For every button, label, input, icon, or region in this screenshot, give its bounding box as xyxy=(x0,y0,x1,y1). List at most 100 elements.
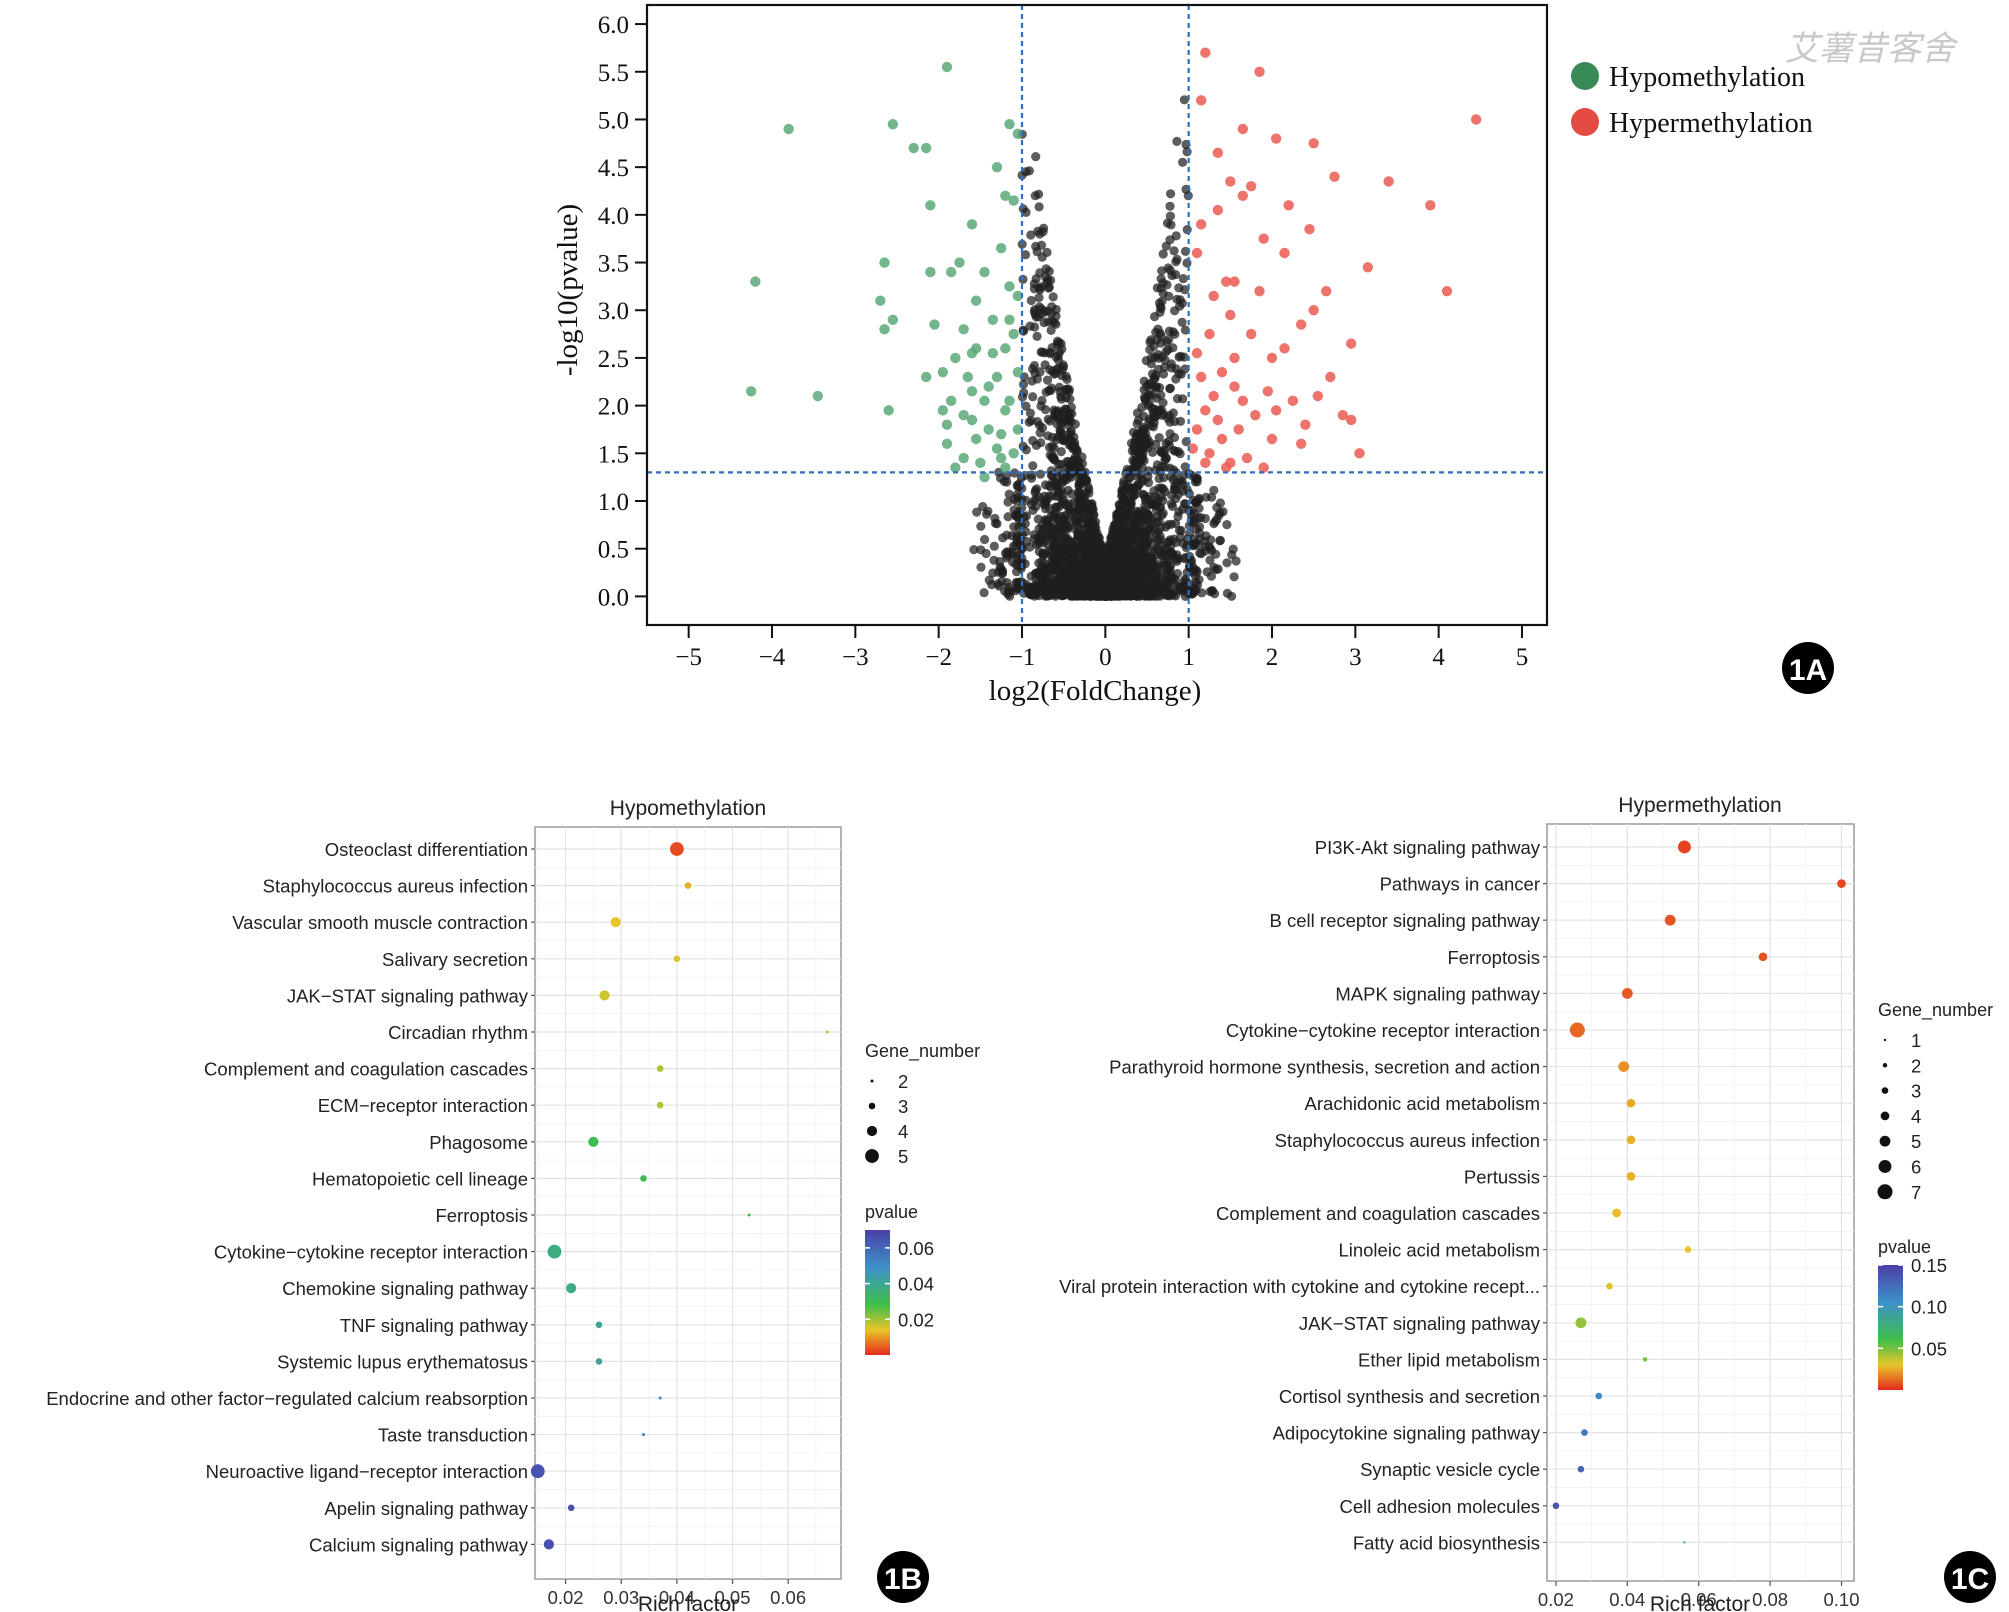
ns-point xyxy=(1034,202,1044,212)
hyper-size-legend: Gene_number 1 2 3 4 5 6 7 xyxy=(1877,1000,1993,1203)
hyper-point xyxy=(1245,328,1257,340)
ns-point xyxy=(1050,576,1060,587)
size-legend-label: 5 xyxy=(1911,1131,1921,1152)
enrichment-point xyxy=(684,882,692,889)
ns-point xyxy=(1046,309,1056,319)
hyper-point xyxy=(1266,352,1278,364)
ns-point xyxy=(1165,201,1175,211)
hypo-size-legend: Gene_number 2 3 4 5 xyxy=(865,1041,980,1167)
panel-label-1C: 1C xyxy=(1944,1551,1996,1603)
ns-point xyxy=(1161,438,1171,448)
hyper-point xyxy=(1354,448,1365,459)
hyper-point xyxy=(1225,309,1236,321)
pathway-label: Vascular smooth muscle contraction xyxy=(232,912,528,933)
ns-point xyxy=(1060,527,1071,537)
pathway-label: Viral protein interaction with cytokine … xyxy=(1059,1276,1540,1297)
ns-point xyxy=(1166,471,1176,482)
hyper-point xyxy=(1200,457,1211,469)
ns-point xyxy=(1155,307,1165,317)
enrichment-point xyxy=(1642,1357,1648,1362)
ns-point xyxy=(1021,511,1032,521)
ns-point xyxy=(1128,549,1138,559)
hyper-point xyxy=(1212,147,1224,159)
ns-point xyxy=(1152,460,1162,470)
ns-point xyxy=(1054,408,1065,418)
hyper-point xyxy=(1258,233,1269,244)
ns-point xyxy=(1067,563,1077,573)
pathway-label: Ferroptosis xyxy=(1447,947,1540,968)
ns-point xyxy=(1133,481,1143,491)
ns-point xyxy=(1041,504,1051,514)
ns-point xyxy=(1004,489,1014,499)
size-legend-dot xyxy=(866,1125,878,1137)
pathway-label: Cortisol synthesis and secretion xyxy=(1279,1386,1540,1407)
ns-point xyxy=(1049,512,1059,522)
ns-point xyxy=(1146,335,1156,345)
ns-point xyxy=(1036,240,1047,250)
hypo-point xyxy=(1012,128,1024,139)
size-legend-dot xyxy=(1881,1087,1889,1094)
ns-point xyxy=(1027,376,1037,386)
pathway-label: Pathways in cancer xyxy=(1380,874,1540,895)
hypermethylation-points-layer xyxy=(1187,47,1482,473)
ns-point xyxy=(1026,295,1036,306)
ns-point xyxy=(1205,587,1215,597)
x-tick-label: 0 xyxy=(1099,644,1112,671)
pathway-label: JAK−STAT signaling pathway xyxy=(1299,1313,1541,1334)
ns-point xyxy=(1108,535,1118,545)
hyper-point xyxy=(1362,262,1374,273)
ns-point xyxy=(1164,291,1174,301)
pathway-label: Staphylococcus aureus infection xyxy=(1275,1130,1540,1151)
hypo-point xyxy=(879,257,890,268)
hyper-point xyxy=(1262,386,1274,397)
ns-point xyxy=(1182,225,1192,235)
ns-point xyxy=(1158,398,1168,408)
enrichment-point xyxy=(1626,1135,1636,1145)
hypo-point xyxy=(991,443,1003,454)
ns-point xyxy=(1055,583,1065,593)
hyper-plot-bg xyxy=(1546,823,1855,1582)
legend-hypo-label: Hypomethylation xyxy=(1609,62,1805,93)
pathway-label: Fatty acid biosynthesis xyxy=(1353,1532,1540,1553)
ns-point xyxy=(1037,574,1048,584)
ns-point xyxy=(1177,298,1187,308)
hypo-color-legend: pvalue 0.06 0.04 0.02 xyxy=(865,1202,934,1355)
enrichment-point xyxy=(656,1101,664,1109)
ns-point xyxy=(1197,588,1207,598)
ns-point xyxy=(1222,588,1232,599)
ns-point xyxy=(1080,554,1090,564)
pathway-label: Apelin signaling pathway xyxy=(324,1498,528,1519)
ns-point xyxy=(1047,451,1057,462)
x-tick-label: 0.06 xyxy=(770,1587,806,1608)
hyper-point xyxy=(1308,305,1319,316)
ns-point xyxy=(1048,292,1058,302)
panel-label-1A: 1A xyxy=(1782,642,1834,694)
ns-point xyxy=(1164,326,1174,336)
volcano-panel: −5 −4 −3 −2 −1 0 1 2 3 4 5 0.0 0.5 1.0 1.5 2.0 2.5 3.0 3.… xyxy=(552,3,1834,707)
hyper-point xyxy=(1270,133,1282,144)
ns-point xyxy=(1069,432,1079,442)
ns-point xyxy=(988,568,998,578)
hypo-point xyxy=(962,371,974,383)
hyper-point xyxy=(1195,219,1207,230)
hypo-point xyxy=(883,405,894,416)
hypo-point xyxy=(879,324,890,335)
ns-point xyxy=(1149,411,1159,421)
ns-point xyxy=(1057,371,1067,381)
ns-point xyxy=(1083,579,1093,590)
hypo-point xyxy=(1000,405,1011,416)
ns-point xyxy=(1058,362,1069,372)
x-tick-label: 1 xyxy=(1182,644,1195,671)
ns-point xyxy=(1184,521,1194,531)
pathway-label: Circadian rhythm xyxy=(388,1022,528,1043)
ns-point xyxy=(1020,250,1031,260)
colorbar-tick-label: 0.06 xyxy=(898,1238,934,1259)
pathway-label: Ferroptosis xyxy=(435,1205,528,1226)
hypo-point xyxy=(1008,448,1019,459)
enrichment-point xyxy=(599,990,610,1001)
ns-point xyxy=(1167,270,1177,281)
enrichment-point xyxy=(747,1213,751,1217)
ns-point xyxy=(1201,531,1211,541)
hyper-point xyxy=(1216,367,1228,378)
ns-point xyxy=(1021,401,1031,411)
